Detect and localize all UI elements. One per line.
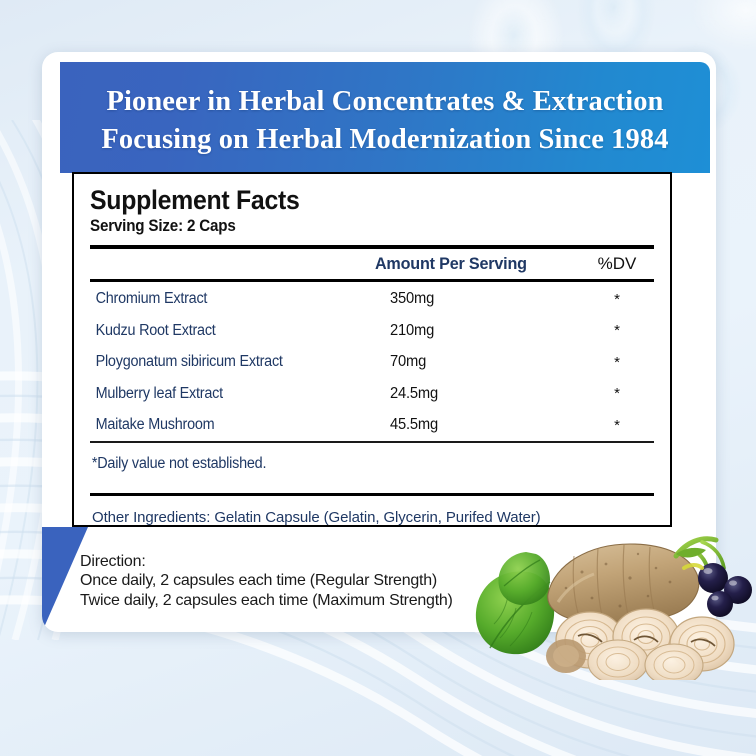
ingredient-amount: 45.5mg bbox=[390, 416, 438, 434]
table-row: Kudzu Root Extract 210mg * bbox=[90, 315, 654, 347]
column-header-percent-dv: %DV bbox=[597, 253, 637, 273]
header-banner: Pioneer in Herbal Concentrates & Extract… bbox=[60, 62, 710, 173]
mulberry-leaves bbox=[475, 552, 555, 655]
blue-corner-wedge-decoration bbox=[42, 527, 88, 632]
ingredient-amount: 70mg bbox=[390, 353, 427, 371]
table-header-row: Amount Per Serving %DV bbox=[90, 249, 654, 279]
banner-headline-line2: Focusing on Herbal Modernization Since 1… bbox=[101, 124, 669, 155]
ingredient-rows: Chromium Extract 350mg * Kudzu Root Extr… bbox=[90, 282, 654, 442]
ingredient-amount: 350mg bbox=[390, 290, 435, 308]
ingredient-dv: * bbox=[614, 290, 620, 308]
direction-title: Direction: bbox=[80, 553, 146, 570]
rule-top bbox=[90, 245, 654, 249]
table-row: Ploygonatum sibiricum Extract 70mg * bbox=[90, 347, 654, 379]
ingredient-name: Ploygonatum sibiricum Extract bbox=[95, 353, 283, 371]
direction-line-maximum: Twice daily, 2 capsules each time (Maxim… bbox=[80, 591, 453, 609]
direction-block: Direction: Once daily, 2 capsules each t… bbox=[80, 552, 510, 610]
column-header-amount-per-serving: Amount Per Serving bbox=[374, 253, 527, 273]
ingredient-amount: 24.5mg bbox=[390, 384, 438, 402]
banner-headline-line1: Pioneer in Herbal Concentrates & Extract… bbox=[106, 86, 664, 117]
ingredient-dv: * bbox=[614, 353, 620, 371]
table-row: Mulberry leaf Extract 24.5mg * bbox=[90, 378, 654, 410]
direction-line-regular: Once daily, 2 capsules each time (Regula… bbox=[80, 572, 437, 589]
ingredient-name: Chromium Extract bbox=[95, 290, 208, 308]
ingredient-name: Maitake Mushroom bbox=[95, 416, 215, 434]
kudzu-root-tuber bbox=[547, 543, 700, 625]
ingredient-dv: * bbox=[614, 385, 620, 403]
botanical-ingredients-image bbox=[470, 520, 756, 680]
ingredient-dv: * bbox=[614, 322, 620, 340]
serving-size-label: Serving Size: 2 Caps bbox=[90, 217, 236, 235]
table-row: Chromium Extract 350mg * bbox=[90, 284, 654, 316]
ingredient-amount: 210mg bbox=[390, 321, 435, 339]
rule-above-dv-note bbox=[90, 441, 654, 443]
daily-value-note: *Daily value not established. bbox=[91, 454, 267, 472]
ingredient-dv: * bbox=[614, 416, 620, 434]
ingredient-name: Mulberry leaf Extract bbox=[95, 384, 224, 402]
other-ingredients-text: Other Ingredients: Gelatin Capsule (Gela… bbox=[92, 509, 541, 527]
supplement-facts-title: Supplement Facts bbox=[90, 185, 300, 215]
rule-under-header bbox=[90, 278, 654, 282]
berry-sprig bbox=[673, 536, 752, 617]
ingredient-name: Kudzu Root Extract bbox=[95, 321, 216, 339]
sliced-root-rounds bbox=[546, 608, 735, 680]
table-row: Maitake Mushroom 45.5mg * bbox=[90, 410, 654, 442]
supplement-facts-panel: Supplement Facts Serving Size: 2 Caps Am… bbox=[72, 172, 672, 527]
rule-above-other-ingredients bbox=[90, 492, 654, 497]
